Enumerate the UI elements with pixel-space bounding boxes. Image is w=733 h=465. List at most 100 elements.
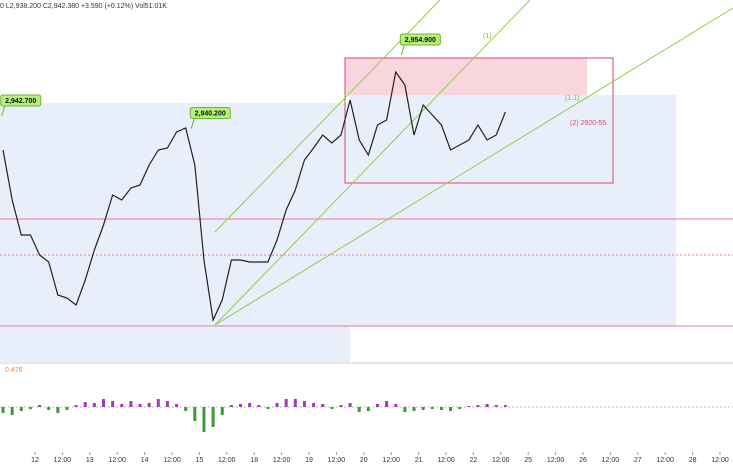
macd-bar xyxy=(284,399,288,407)
x-tick-label: 20 xyxy=(360,457,368,464)
callout-label: 2,942.700 xyxy=(5,98,36,105)
macd-bar xyxy=(421,407,425,410)
x-tick-label: 28 xyxy=(689,457,697,464)
macd-bar xyxy=(229,405,233,407)
macd-bar xyxy=(321,404,325,407)
x-tick-label: 19 xyxy=(305,457,313,464)
macd-bar xyxy=(312,403,316,407)
callout-label: 2,940.200 xyxy=(195,110,226,117)
wave-label: (1.1) xyxy=(565,95,579,102)
macd-bar xyxy=(412,407,416,411)
macd-bar xyxy=(10,407,14,415)
macd-bar xyxy=(375,404,379,407)
price-callout xyxy=(399,33,441,46)
macd-bar xyxy=(394,404,398,407)
macd-bar xyxy=(156,399,160,407)
macd-bar xyxy=(357,407,361,412)
header: 0 L2,938.200 C2,942.380 +3.590 (+0.12%) … xyxy=(0,3,167,10)
x-tick-label: 12:00 xyxy=(711,457,729,464)
callout-pointer xyxy=(190,118,195,129)
macd-bar xyxy=(366,407,370,411)
macd-bar xyxy=(120,404,124,407)
wave-label: (1) xyxy=(483,33,492,40)
macd-bar xyxy=(65,407,69,410)
macd-bar xyxy=(211,407,215,427)
trendline xyxy=(214,0,531,326)
zone-label: (2) 2920-55 xyxy=(570,120,606,127)
x-tick-label: 21 xyxy=(415,457,423,464)
x-tick-label: 12:00 xyxy=(163,457,181,464)
callout-pointer xyxy=(400,44,405,56)
macd-bar xyxy=(302,401,306,407)
macd-bar xyxy=(467,406,471,407)
macd-bar xyxy=(275,403,279,407)
price-line xyxy=(2,70,506,323)
macd-bar xyxy=(202,407,206,432)
x-tick-label: 27 xyxy=(634,457,642,464)
macd-bar xyxy=(266,407,270,409)
macd-bar xyxy=(248,403,252,407)
macd-bar xyxy=(92,403,96,407)
macd-bar xyxy=(184,407,188,411)
macd-label: 0.476 xyxy=(5,367,23,374)
macd-bar xyxy=(458,407,462,409)
macd-bar xyxy=(129,401,133,407)
macd-bar xyxy=(494,405,498,407)
x-tick-label: 12 xyxy=(31,457,39,464)
macd-bar xyxy=(439,407,443,410)
x-tick-label: 22 xyxy=(469,457,477,464)
macd-bar xyxy=(28,407,32,409)
macd-bar xyxy=(449,407,453,411)
macd-bar xyxy=(138,404,142,407)
macd-bar xyxy=(348,403,352,407)
x-tick-label: 13 xyxy=(86,457,94,464)
x-tick-label: 12:00 xyxy=(656,457,674,464)
macd-bar xyxy=(339,405,343,407)
macd-bar xyxy=(102,399,106,407)
macd-bar xyxy=(47,407,51,410)
macd-bar xyxy=(147,403,151,407)
x-tick-label: 25 xyxy=(524,457,532,464)
x-tick-label: 12:00 xyxy=(547,457,565,464)
x-tick-label: 12:00 xyxy=(437,457,455,464)
macd-bar xyxy=(220,407,224,415)
x-tick-label: 12:00 xyxy=(218,457,236,464)
zone xyxy=(345,58,587,95)
x-tick-label: 14 xyxy=(141,457,149,464)
price-callout xyxy=(0,94,42,107)
macd-bar xyxy=(476,405,480,407)
x-tick-label: 12:00 xyxy=(328,457,346,464)
x-tick-label: 12:00 xyxy=(273,457,291,464)
macd-bar xyxy=(83,402,87,407)
macd-bar xyxy=(503,405,507,407)
x-tick-label: 18 xyxy=(250,457,258,464)
macd-bar xyxy=(19,407,23,411)
macd-bar xyxy=(175,404,179,407)
price-callout xyxy=(189,107,231,119)
macd-bar xyxy=(403,407,407,412)
macd-bar xyxy=(257,405,261,407)
macd-bar xyxy=(193,407,197,421)
x-tick-label: 26 xyxy=(579,457,587,464)
macd-bar xyxy=(74,405,78,407)
zone xyxy=(350,95,676,326)
callout-label: 2,954.900 xyxy=(405,37,436,44)
macd-bar xyxy=(165,401,169,407)
macd-bar xyxy=(385,401,389,407)
x-tick-label: 12:00 xyxy=(54,457,72,464)
macd-bar xyxy=(56,407,60,413)
zone xyxy=(0,103,350,362)
macd-bar xyxy=(38,405,42,407)
macd-bar xyxy=(111,401,115,407)
x-tick-label: 15 xyxy=(196,457,204,464)
macd-bar xyxy=(485,404,489,407)
macd-bar xyxy=(430,407,434,409)
callout-pointer xyxy=(1,105,6,117)
x-tick-label: 12:00 xyxy=(382,457,400,464)
x-tick-label: 12:00 xyxy=(602,457,620,464)
trendline xyxy=(214,7,733,326)
macd-bar xyxy=(330,407,334,409)
macd-bar xyxy=(1,407,5,413)
